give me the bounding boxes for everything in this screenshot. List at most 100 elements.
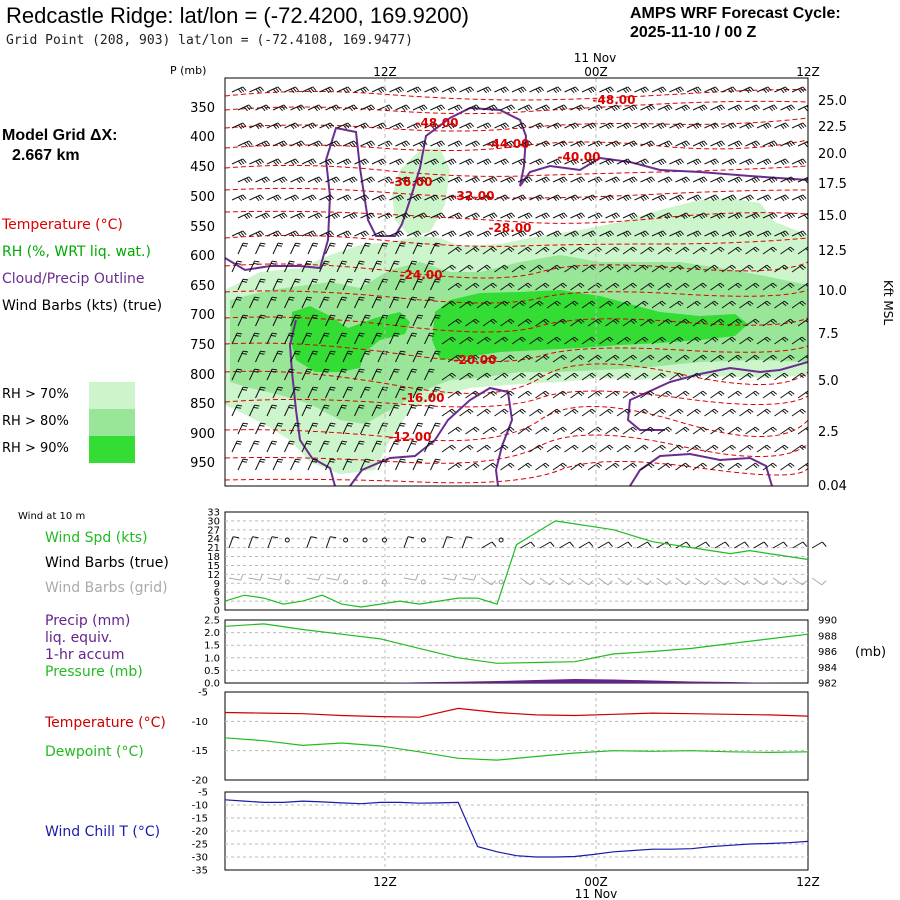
wind-barb-flag <box>465 232 470 238</box>
wind-barb-flag <box>626 264 632 269</box>
wind-barb-flag <box>539 444 544 449</box>
wind-barb-flag <box>240 231 245 237</box>
wind-barb-flag <box>457 246 463 251</box>
wind-barb-flag <box>484 266 489 271</box>
wind-barb-flag <box>292 159 297 165</box>
wind-barb-flag <box>237 196 242 202</box>
wind-barb-flag <box>432 195 437 201</box>
wind-barb-flag <box>606 446 612 451</box>
wind-barb-true <box>597 541 609 549</box>
xs-xtick-label: 12Z <box>373 65 397 79</box>
wind-barb-flag <box>327 159 332 165</box>
wind-barb-flag <box>493 104 498 110</box>
wind-barb-flag <box>823 357 827 360</box>
wind-barb-flag <box>657 232 662 238</box>
wind-barb-flag <box>624 410 629 415</box>
wind-barb-flag <box>819 409 823 412</box>
wind-barb-flag <box>784 122 790 128</box>
wind-barb-flag <box>295 278 301 281</box>
wind-barb-flag <box>580 390 585 395</box>
wind-barb-flag <box>696 372 702 377</box>
wind-barb-flag <box>236 440 243 443</box>
wind-barb-flag <box>395 88 400 94</box>
wind-barb-flag <box>710 196 715 202</box>
wind-barb-flag <box>482 196 487 202</box>
wind-barb-flag <box>510 140 516 146</box>
wind-barb-flag <box>348 214 353 220</box>
wind-barb-flag <box>746 374 752 379</box>
wind-barb-grid <box>559 577 570 586</box>
wind-barb-flag <box>554 266 559 271</box>
wind-barb-flag <box>784 408 789 413</box>
wind-barb-flag <box>380 159 385 165</box>
wind-barb-flag <box>711 374 717 379</box>
wind-barb-flag <box>702 246 708 251</box>
wind-barb-flag <box>784 230 790 236</box>
wind-barb-shaft <box>430 458 437 471</box>
wind-barb-flag <box>650 140 656 146</box>
wind-barb-flag <box>646 178 651 184</box>
p-tick-label: 550 <box>190 220 215 235</box>
wind-barb-shaft <box>721 444 733 453</box>
wind-barb-true <box>792 541 804 549</box>
wind-barb-flag <box>802 230 807 236</box>
temp-contour-label: -48.00 <box>593 93 636 107</box>
wind-barb-flag <box>562 246 568 251</box>
wind-barb-flag <box>755 212 761 218</box>
wind-barb-flag <box>436 178 441 184</box>
wind-barb-flag <box>592 86 597 92</box>
wind-barb-flag <box>316 105 321 111</box>
wind-barb-flag <box>701 105 706 111</box>
wind-barb-shaft <box>564 408 575 417</box>
wind-barb-flag <box>712 159 717 165</box>
wind-barb-flag <box>449 374 454 379</box>
wind-barb-flag <box>504 122 510 128</box>
wind-barb-flag <box>306 368 313 371</box>
wind-barb-flag <box>552 232 557 238</box>
wind-barb-flag <box>508 105 513 111</box>
wind-barb-flag <box>711 302 717 307</box>
page-title: Redcastle Ridge: lat/lon = (-72.4200, 16… <box>6 3 469 28</box>
wind-barb-flag <box>473 105 478 111</box>
wind-barb-flag <box>307 88 312 94</box>
wind-barb-flag <box>276 316 283 319</box>
wind-barb-flag <box>359 404 365 407</box>
wind-barb-flag <box>820 231 823 235</box>
wind-barb-shaft <box>710 390 721 399</box>
wind-barb-flag <box>729 374 734 379</box>
wind-barb-shaft <box>500 462 511 471</box>
wind-barb-flag <box>561 105 566 111</box>
wind-barb-flag <box>587 232 592 238</box>
wind-barb-flag <box>325 232 330 238</box>
wind-barb-flag <box>430 124 435 130</box>
wind-barb-flag <box>665 428 670 433</box>
wind-barb-flag <box>323 406 329 409</box>
wind-barb-flag <box>580 212 586 218</box>
wind-barb-flag <box>253 442 259 445</box>
wind-barb-flag <box>593 178 598 184</box>
wind-barb-flag <box>416 460 423 463</box>
wind-barb-flag <box>435 458 441 461</box>
wind-barb-shaft <box>739 444 750 453</box>
wind10-frame <box>224 511 809 611</box>
wind-barb-flag <box>504 444 509 449</box>
wind-barb-flag <box>348 106 353 112</box>
cross-section-panel: P (mb) 11 Nov 12Z 00Z 12Z Kft MSL <box>170 51 895 494</box>
wind-barb-flag <box>382 350 389 353</box>
wind-barb-flag <box>536 302 542 307</box>
wind-barb-flag <box>609 444 614 449</box>
wind-barb-flag <box>432 159 437 165</box>
wind-barb-flag <box>465 124 470 130</box>
wind-barb-flag <box>703 212 708 218</box>
wind-barb-flag <box>517 196 522 202</box>
wind-barb-shaft <box>640 462 651 471</box>
wind-barb-flag <box>685 541 691 547</box>
wind-barb-flag <box>764 446 769 451</box>
wind-barb-flag <box>510 246 515 251</box>
precip-series <box>225 679 808 683</box>
wind-barb-flag <box>364 122 370 128</box>
wind-barb-flag <box>300 104 306 110</box>
wind-barb-flag <box>471 178 476 184</box>
wind-barb-flag <box>421 105 426 111</box>
wind-barb-flag <box>535 88 540 94</box>
